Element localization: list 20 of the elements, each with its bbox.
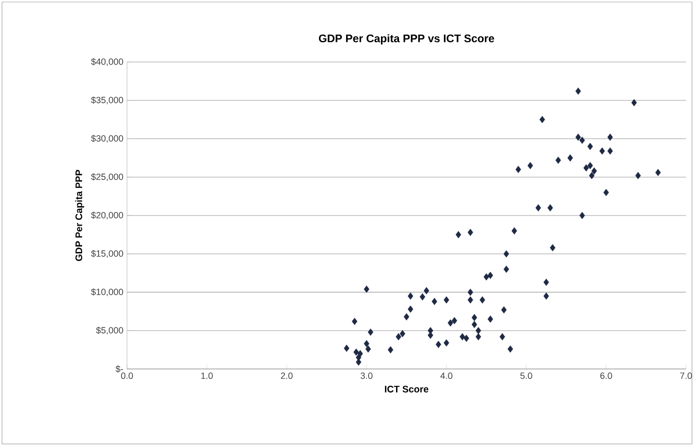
y-tick-label: $25,000 [91, 173, 124, 182]
x-tick-label: 4.0 [440, 372, 452, 379]
y-tick-label: $35,000 [91, 96, 124, 104]
y-tick-label: $- [116, 365, 124, 373]
x-axis-title: ICT Score [384, 386, 428, 392]
y-tick-label: $40,000 [91, 58, 124, 66]
x-tick-label: 0.0 [121, 372, 133, 379]
x-tick-label: 2.0 [280, 372, 293, 379]
y-tick-label: $10,000 [91, 288, 124, 296]
y-tick-label: $20,000 [91, 212, 124, 220]
x-tick-label: 7.0 [680, 372, 692, 379]
y-tick-label: $15,000 [91, 250, 124, 258]
x-tick-label: 3.0 [360, 372, 372, 379]
x-tick-label: 1.0 [201, 372, 213, 379]
y-tick-label: $30,000 [91, 134, 124, 143]
x-tick-label: 5.0 [520, 372, 532, 379]
x-tick-label: 6.0 [600, 372, 612, 379]
chart-title: GDP Per Capita PPP vs ICT Score [318, 34, 494, 44]
y-tick-label: $5,000 [96, 326, 124, 335]
y-axis-title: GDP Per Capita PPP [75, 170, 84, 262]
